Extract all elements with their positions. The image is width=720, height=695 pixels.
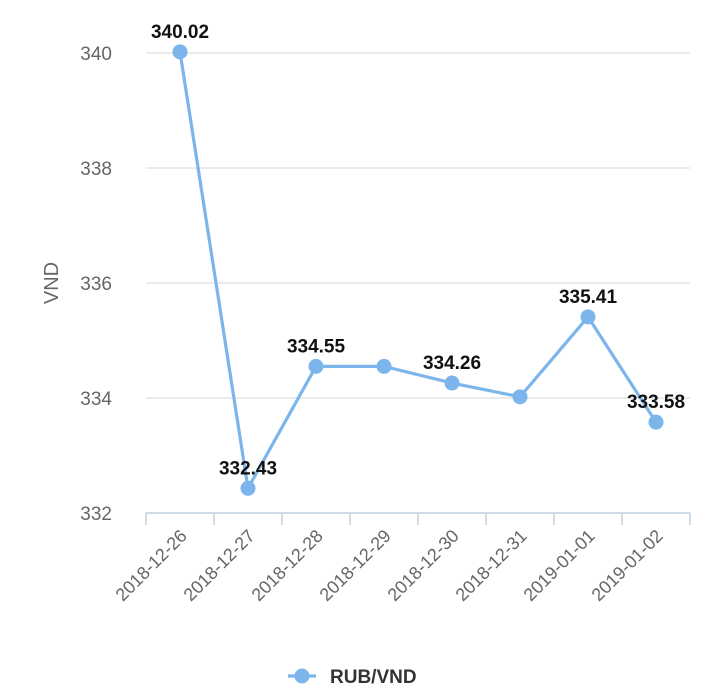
legend-label: RUB/VND: [330, 667, 417, 688]
data-label: 334.26: [423, 353, 481, 374]
series-rub-vnd: [172, 44, 664, 496]
data-point: [240, 480, 256, 496]
data-label: 335.41: [559, 287, 618, 308]
x-tick-label: 2018-12-30: [384, 526, 463, 605]
data-point: [172, 44, 188, 60]
data-label: 333.58: [627, 392, 685, 413]
x-tick-label: 2018-12-29: [316, 526, 395, 605]
series-line: [178, 51, 658, 490]
y-tick-label: 334: [80, 389, 112, 410]
grid-lines: [146, 52, 690, 399]
y-axis-label: VND: [41, 262, 63, 304]
data-point: [648, 414, 664, 430]
y-tick-label: 338: [80, 159, 112, 180]
data-point: [376, 358, 392, 374]
y-tick-label: 332: [80, 504, 112, 525]
x-tick-label: 2019-01-01: [520, 526, 599, 605]
data-labels: 340.02 332.43 334.55 334.26 335.41 333.58: [151, 22, 685, 479]
y-axis-ticks: 332 334 336 338 340: [80, 44, 112, 525]
data-label: 334.55: [287, 336, 346, 357]
data-point: [580, 309, 596, 325]
x-tick-label: 2018-12-28: [248, 526, 327, 605]
data-point: [308, 358, 324, 374]
x-axis: 2018-12-262018-12-272018-12-282018-12-29…: [112, 512, 691, 605]
x-tick-label: 2018-12-26: [112, 526, 191, 605]
data-point: [512, 389, 528, 405]
x-tick-label: 2019-01-02: [588, 526, 667, 605]
legend[interactable]: RUB/VND: [288, 667, 417, 688]
data-point: [444, 375, 460, 391]
legend-marker: [294, 668, 310, 684]
x-tick-label: 2018-12-27: [180, 526, 259, 605]
data-label: 340.02: [151, 22, 209, 43]
data-label: 332.43: [219, 458, 277, 479]
x-tick-label: 2018-12-31: [452, 526, 531, 605]
y-tick-label: 340: [80, 44, 112, 65]
y-tick-label: 336: [80, 274, 112, 295]
